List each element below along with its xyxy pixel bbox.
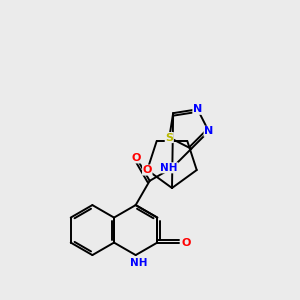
Text: NH: NH xyxy=(130,258,147,268)
Text: N: N xyxy=(204,126,213,136)
Text: O: O xyxy=(131,153,141,163)
Text: N: N xyxy=(193,104,202,114)
Text: NH: NH xyxy=(160,163,178,173)
Text: S: S xyxy=(165,133,173,142)
Text: O: O xyxy=(182,238,191,248)
Text: O: O xyxy=(142,165,152,175)
